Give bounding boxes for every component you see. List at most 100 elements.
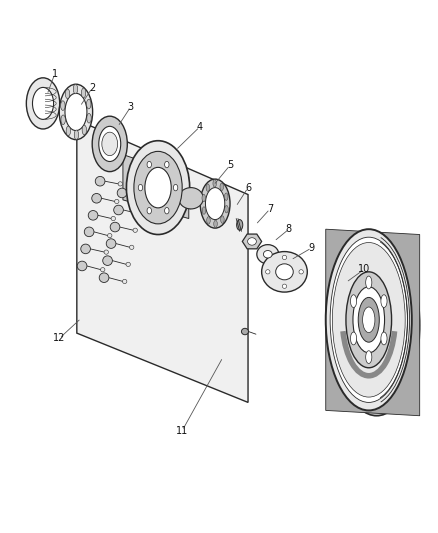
Ellipse shape <box>164 207 169 214</box>
Ellipse shape <box>82 125 86 135</box>
Ellipse shape <box>102 132 117 156</box>
Ellipse shape <box>352 287 384 353</box>
Ellipse shape <box>201 195 205 202</box>
Text: 6: 6 <box>244 183 251 192</box>
Ellipse shape <box>220 216 224 223</box>
Ellipse shape <box>164 161 169 168</box>
Ellipse shape <box>236 220 242 230</box>
Ellipse shape <box>206 217 210 224</box>
Ellipse shape <box>134 151 182 224</box>
Ellipse shape <box>329 237 406 402</box>
Text: 12: 12 <box>53 334 65 343</box>
Ellipse shape <box>219 183 223 190</box>
Polygon shape <box>325 229 419 416</box>
Ellipse shape <box>113 205 123 215</box>
Polygon shape <box>123 155 188 219</box>
Ellipse shape <box>205 184 209 191</box>
Ellipse shape <box>114 199 119 204</box>
Ellipse shape <box>126 141 189 235</box>
Ellipse shape <box>81 244 90 254</box>
Ellipse shape <box>350 332 356 345</box>
Ellipse shape <box>357 297 378 342</box>
Ellipse shape <box>60 101 65 110</box>
Ellipse shape <box>178 188 203 209</box>
Ellipse shape <box>77 261 87 271</box>
Ellipse shape <box>26 78 60 129</box>
Ellipse shape <box>140 194 144 198</box>
Ellipse shape <box>145 167 171 208</box>
Text: 5: 5 <box>226 160 233 170</box>
Ellipse shape <box>61 115 65 125</box>
Text: 4: 4 <box>196 122 202 132</box>
Ellipse shape <box>263 251 272 258</box>
Ellipse shape <box>92 116 127 172</box>
Ellipse shape <box>102 256 112 265</box>
Ellipse shape <box>173 184 177 191</box>
Ellipse shape <box>380 295 386 308</box>
Text: 10: 10 <box>357 264 370 274</box>
Ellipse shape <box>261 252 307 292</box>
Ellipse shape <box>202 207 205 214</box>
Ellipse shape <box>59 84 92 140</box>
Ellipse shape <box>107 233 112 238</box>
Ellipse shape <box>256 245 278 264</box>
Ellipse shape <box>241 328 248 335</box>
Ellipse shape <box>325 229 411 410</box>
Ellipse shape <box>332 243 404 397</box>
Ellipse shape <box>129 245 134 249</box>
Ellipse shape <box>122 279 127 284</box>
Ellipse shape <box>224 193 227 200</box>
Ellipse shape <box>104 250 108 254</box>
Ellipse shape <box>87 114 91 123</box>
Text: 7: 7 <box>266 204 272 214</box>
Ellipse shape <box>106 239 116 248</box>
Text: 9: 9 <box>308 243 314 253</box>
Ellipse shape <box>136 211 141 215</box>
Ellipse shape <box>224 205 228 213</box>
Ellipse shape <box>265 270 269 274</box>
Ellipse shape <box>65 89 70 99</box>
Ellipse shape <box>32 87 53 119</box>
Polygon shape <box>77 120 247 402</box>
Ellipse shape <box>275 264 293 280</box>
Ellipse shape <box>99 126 120 161</box>
Ellipse shape <box>84 227 94 237</box>
Ellipse shape <box>365 351 371 364</box>
Ellipse shape <box>138 184 142 191</box>
Ellipse shape <box>118 182 122 186</box>
Ellipse shape <box>200 179 230 228</box>
Ellipse shape <box>282 284 286 288</box>
Ellipse shape <box>99 273 109 282</box>
Ellipse shape <box>213 220 217 228</box>
Ellipse shape <box>73 84 78 94</box>
Ellipse shape <box>95 176 105 186</box>
Ellipse shape <box>380 332 386 345</box>
Ellipse shape <box>117 188 127 198</box>
Polygon shape <box>158 177 191 209</box>
Text: 8: 8 <box>285 224 291 234</box>
Ellipse shape <box>81 88 85 98</box>
Ellipse shape <box>100 268 105 272</box>
Ellipse shape <box>74 130 78 140</box>
Ellipse shape <box>88 211 98 220</box>
Ellipse shape <box>147 161 151 168</box>
Text: 11: 11 <box>176 426 188 435</box>
Ellipse shape <box>110 222 120 232</box>
Ellipse shape <box>205 188 224 220</box>
Polygon shape <box>242 234 261 249</box>
Ellipse shape <box>133 228 137 232</box>
Ellipse shape <box>298 270 303 274</box>
Ellipse shape <box>126 262 130 266</box>
Ellipse shape <box>212 180 216 187</box>
Ellipse shape <box>247 238 256 245</box>
Ellipse shape <box>86 99 91 109</box>
Text: 2: 2 <box>89 83 95 93</box>
Ellipse shape <box>111 216 115 221</box>
Ellipse shape <box>92 193 101 203</box>
Ellipse shape <box>66 126 71 136</box>
Ellipse shape <box>350 295 356 308</box>
Ellipse shape <box>65 93 87 131</box>
Ellipse shape <box>365 276 371 289</box>
Text: 1: 1 <box>52 69 58 78</box>
Ellipse shape <box>362 307 374 333</box>
